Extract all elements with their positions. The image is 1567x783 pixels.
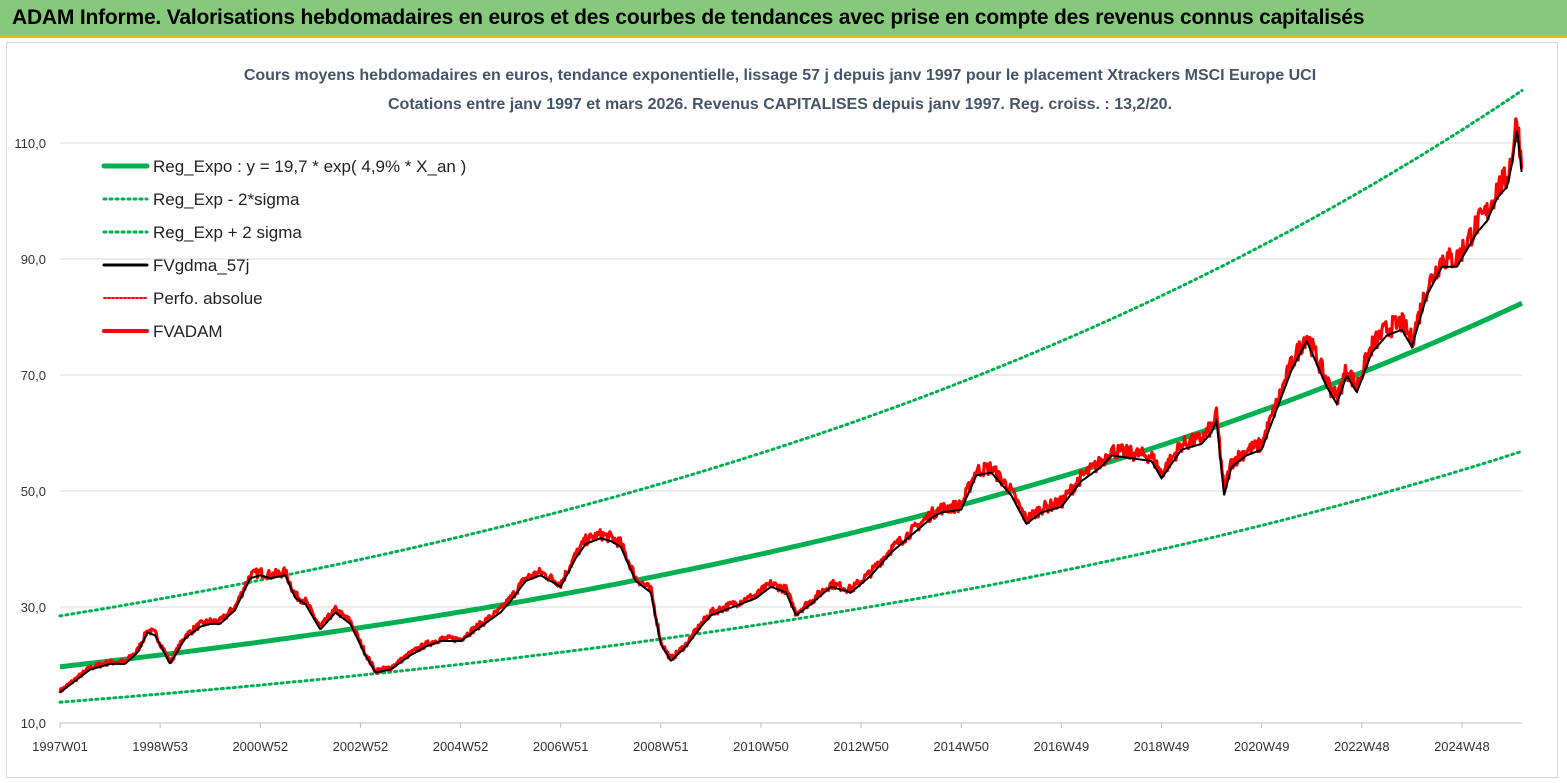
legend-label: Reg_Exp - 2*sigma <box>153 190 300 209</box>
legend-label: Reg_Expo : y = 19,7 * exp( 4,9% * X_an ) <box>153 157 466 176</box>
x-tick-label: 2012W50 <box>833 739 889 754</box>
x-axis: 1997W01 1998W53 2000W52 2002W52 2004W52 2006W… <box>32 722 1522 754</box>
x-tick-label: 2002W52 <box>333 739 389 754</box>
x-tick-label: 2014W50 <box>933 739 989 754</box>
x-tick-label: 2004W52 <box>433 739 489 754</box>
legend-label: FVADAM <box>153 322 223 341</box>
y-tick-label: 10,0 <box>21 716 46 731</box>
chart-subtitle: Cotations entre janv 1997 et mars 2026. … <box>388 96 1172 113</box>
x-tick-label: 2024W48 <box>1434 739 1490 754</box>
y-tick-label: 50,0 <box>21 484 46 499</box>
chart-title: Cours moyens hebdomadaires en euros, ten… <box>244 67 1316 84</box>
x-tick-label: 2008W51 <box>633 739 689 754</box>
series-line-fvgdma <box>59 130 1523 694</box>
y-tick-label: 70,0 <box>21 368 46 383</box>
x-tick-label: 2020W49 <box>1234 739 1290 754</box>
x-tick-label: 2016W49 <box>1034 739 1090 754</box>
y-tick-label: 90,0 <box>21 252 46 267</box>
legend-label: Reg_Exp + 2 sigma <box>153 223 302 242</box>
x-tick-label: 2006W51 <box>533 739 589 754</box>
legend: Reg_Expo : y = 19,7 * exp( 4,9% * X_an )… <box>101 157 466 341</box>
y-tick-label: 30,0 <box>21 600 46 615</box>
report-banner: ADAM Informe. Valorisations hebdomadaire… <box>0 0 1567 38</box>
chart-frame <box>6 42 1558 778</box>
x-tick-label: 2010W50 <box>733 739 789 754</box>
report-title: ADAM Informe. Valorisations hebdomadaire… <box>12 6 1365 29</box>
plot-area <box>58 89 1524 704</box>
series-line-upper-band <box>58 89 1524 618</box>
legend-label: Perfo. absolue <box>153 289 263 308</box>
y-axis: 10,0 30,0 50,0 70,0 90,0 110,0 <box>14 136 46 731</box>
x-tick-label: 2000W52 <box>232 739 288 754</box>
series-line-trend <box>59 300 1524 670</box>
x-tick-label: 2022W48 <box>1334 739 1390 754</box>
legend-label: FVgdma_57j <box>153 256 249 275</box>
series-line-lower-band <box>58 449 1524 704</box>
x-tick-label: 1997W01 <box>32 739 88 754</box>
x-tick-label: 2018W49 <box>1134 739 1190 754</box>
x-tick-label: 1998W53 <box>132 739 188 754</box>
y-tick-label: 110,0 <box>14 136 46 151</box>
